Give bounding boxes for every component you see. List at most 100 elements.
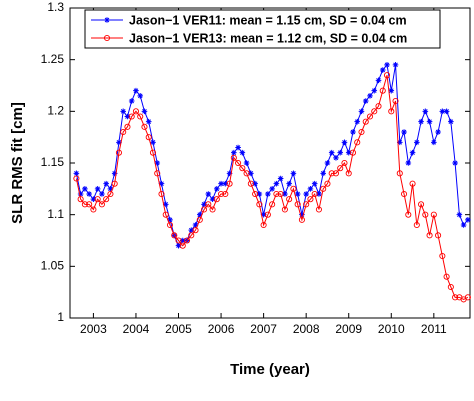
- point: [332, 170, 340, 177]
- point: [379, 67, 386, 73]
- point: [196, 211, 203, 218]
- point: [350, 129, 356, 135]
- point: [409, 149, 416, 156]
- x-tick-label: 2005: [165, 322, 192, 336]
- point: [137, 113, 144, 120]
- y-tick-label: 1.3: [47, 0, 64, 14]
- x-tick-label: 2003: [80, 322, 107, 336]
- point: [307, 196, 314, 203]
- point: [196, 216, 203, 223]
- point: [162, 211, 169, 218]
- point: [418, 201, 425, 208]
- point: [222, 190, 229, 198]
- y-tick-label: 1: [57, 310, 64, 324]
- y-tick-label: 1.25: [41, 52, 65, 66]
- point: [82, 186, 88, 192]
- point: [439, 252, 446, 260]
- point: [111, 180, 118, 187]
- point: [239, 149, 246, 156]
- point: [226, 180, 233, 187]
- point: [115, 149, 122, 156]
- point: [107, 190, 114, 198]
- point: [209, 206, 216, 213]
- point: [98, 201, 105, 208]
- point: [166, 221, 174, 229]
- point: [94, 186, 101, 192]
- point: [145, 118, 152, 125]
- point: [354, 118, 361, 125]
- point: [124, 123, 131, 130]
- point: [230, 154, 237, 161]
- point: [188, 227, 195, 233]
- point: [294, 191, 301, 197]
- point: [120, 108, 126, 115]
- point: [81, 201, 88, 208]
- point: [431, 139, 437, 146]
- point: [192, 222, 199, 228]
- point: [448, 118, 454, 125]
- point: [371, 108, 378, 115]
- point: [324, 180, 331, 187]
- point: [90, 206, 97, 213]
- point: [99, 191, 105, 197]
- point: [128, 113, 135, 120]
- point: [286, 180, 292, 187]
- legend-box: [84, 9, 441, 49]
- point: [222, 180, 229, 187]
- point: [124, 113, 131, 120]
- point: [413, 221, 420, 229]
- point: [405, 160, 412, 166]
- x-tick-label: 2011: [421, 322, 447, 336]
- x-tick-label: 2008: [293, 322, 320, 336]
- point: [345, 170, 352, 177]
- point: [205, 191, 212, 197]
- point: [388, 87, 395, 94]
- point: [90, 196, 97, 202]
- y-axis-label: SLR RMS fit [cm]: [9, 102, 26, 224]
- point: [298, 216, 305, 223]
- y-tick-label: 1.15: [41, 155, 65, 169]
- x-tick-label: 2010: [378, 322, 405, 336]
- point: [77, 196, 84, 203]
- point: [192, 227, 199, 234]
- point: [252, 180, 258, 187]
- point: [171, 232, 178, 239]
- point: [218, 180, 224, 187]
- point: [315, 206, 322, 213]
- point: [328, 149, 335, 156]
- point: [86, 191, 92, 197]
- point: [282, 191, 288, 197]
- point: [209, 196, 216, 202]
- point: [294, 201, 301, 208]
- point: [349, 149, 357, 156]
- point: [430, 211, 437, 218]
- point: [226, 170, 233, 177]
- point: [392, 97, 399, 105]
- point: [401, 129, 407, 135]
- point: [137, 93, 144, 99]
- point: [384, 62, 390, 68]
- point: [426, 118, 433, 125]
- point: [162, 201, 169, 208]
- point: [341, 159, 348, 167]
- point: [269, 186, 275, 192]
- point: [435, 129, 441, 135]
- point: [243, 160, 250, 166]
- point: [362, 118, 369, 125]
- point: [328, 170, 335, 177]
- point: [200, 206, 208, 213]
- point: [443, 273, 450, 280]
- point: [103, 196, 110, 203]
- legend-marker: [104, 17, 110, 23]
- point: [439, 108, 446, 115]
- point: [324, 160, 331, 166]
- point: [256, 201, 263, 208]
- point: [273, 190, 280, 198]
- point: [183, 237, 191, 244]
- point: [281, 206, 288, 213]
- point: [447, 283, 454, 291]
- point: [188, 232, 195, 239]
- point: [307, 186, 314, 192]
- point: [443, 108, 450, 115]
- point: [405, 211, 412, 218]
